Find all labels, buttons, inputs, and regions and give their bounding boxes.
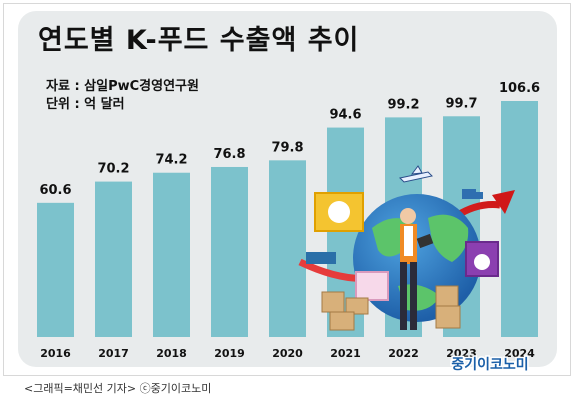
dish-icon <box>474 254 490 270</box>
value-label-2019: 76.8 <box>213 147 245 162</box>
dish-icon <box>328 201 350 223</box>
truck-cab-icon <box>476 192 483 199</box>
bar-2017 <box>95 181 132 337</box>
bar-2019 <box>211 166 248 337</box>
value-label-2022: 99.2 <box>387 97 419 112</box>
growth-arrow-head-icon <box>492 190 515 214</box>
bar-2024 <box>501 101 538 337</box>
value-label-2017: 70.2 <box>97 162 129 177</box>
airplane-icon <box>398 165 434 183</box>
category-label-2016: 2016 <box>40 347 71 360</box>
bar-2018 <box>153 172 190 337</box>
category-label-2022: 2022 <box>388 347 419 360</box>
category-label-2020: 2020 <box>272 347 303 360</box>
box-icon <box>329 311 355 331</box>
bar-2016 <box>37 202 74 337</box>
category-label-2023: 2023 <box>446 347 477 360</box>
category-label-2019: 2019 <box>214 347 245 360</box>
box-icon <box>321 291 345 313</box>
person-head-icon <box>400 208 416 224</box>
value-label-2020: 79.8 <box>271 140 303 155</box>
image-caption: <그래픽=채민선 기자> ⓒ중기이코노미 <box>24 382 212 395</box>
source-note: 자료 : 삼일PwC경영연구원 <box>46 79 199 94</box>
value-label-2021: 94.6 <box>329 108 361 123</box>
person-shirt-icon <box>404 226 413 256</box>
person-leg-icon <box>410 262 417 330</box>
continent-icon <box>428 214 469 262</box>
box-icon <box>435 305 461 329</box>
category-label-2017: 2017 <box>98 347 129 360</box>
box-icon <box>345 297 369 315</box>
value-label-2023: 99.7 <box>445 96 477 111</box>
bar-2020 <box>269 160 306 337</box>
tablet-icon <box>416 233 434 249</box>
box-icon <box>435 285 459 307</box>
category-label-2024: 2024 <box>504 347 535 360</box>
value-label-2024: 106.6 <box>499 81 540 96</box>
truck-icon <box>462 189 476 199</box>
category-label-2021: 2021 <box>330 347 361 360</box>
value-label-2016: 60.6 <box>39 183 71 198</box>
category-label-2018: 2018 <box>156 347 187 360</box>
value-label-2018: 74.2 <box>155 153 187 168</box>
food-card-icon <box>355 271 389 301</box>
person-leg-icon <box>400 262 407 330</box>
cargo-ship-icon <box>306 252 336 264</box>
chart-title: 연도별 K-푸드 수출액 추이 <box>38 25 360 56</box>
labels-group: 60.6 2016 70.2 2017 74.2 2018 76.8 2019 79.8 2020… <box>39 81 540 360</box>
illustration <box>298 165 515 331</box>
continent-icon <box>398 284 440 311</box>
unit-note: 단위 : 억 달러 <box>46 97 125 112</box>
